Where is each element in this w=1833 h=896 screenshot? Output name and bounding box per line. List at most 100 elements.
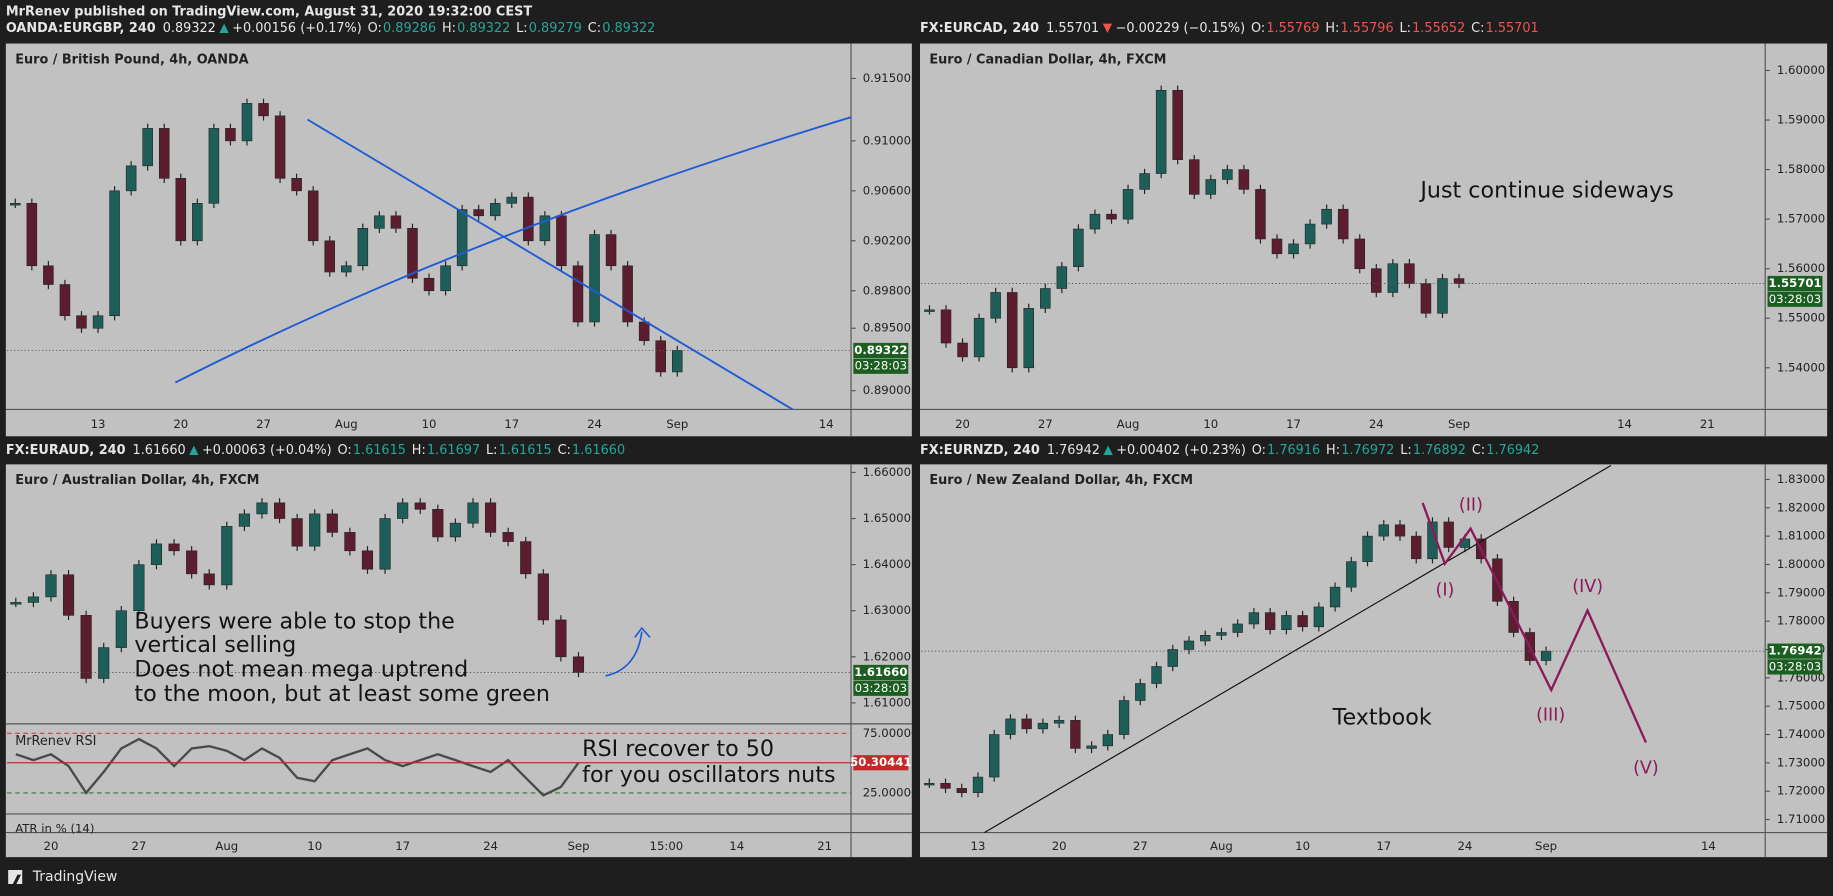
candle: [605, 234, 617, 267]
quote-text: FX:EURCAD, 240: [920, 21, 1039, 36]
candle: [924, 309, 935, 312]
countdown-box: [853, 358, 909, 374]
candle: [539, 215, 551, 242]
candle: [98, 647, 110, 679]
x-tick-label: 24: [587, 417, 602, 431]
panel-title: Euro / Australian Dollar, 4h, FXCM: [15, 473, 259, 488]
x-tick-label: 24: [1369, 417, 1384, 431]
candle: [1411, 535, 1422, 560]
quote-text: 0.89322: [163, 21, 216, 36]
candle: [1248, 612, 1260, 625]
candle: [957, 342, 968, 358]
panel: [920, 464, 1828, 858]
annotation: RSI recover to 50: [582, 736, 774, 762]
candle: [1271, 238, 1283, 255]
candle: [520, 541, 532, 575]
quote-text: 0.89322: [602, 21, 655, 36]
y-tick-label: 1.82000: [1777, 500, 1825, 514]
candle: [109, 190, 120, 317]
direction-arrow: [219, 23, 229, 34]
price-label: 1.76942: [1768, 644, 1821, 658]
candle: [1420, 283, 1432, 314]
wave-label: (IV): [1572, 577, 1603, 597]
quote-text: O:: [1251, 21, 1265, 36]
x-tick-label: 27: [1133, 839, 1148, 853]
trend-curve: [174, 116, 852, 384]
candle: [1304, 223, 1316, 245]
candle: [940, 782, 951, 789]
y-tick-label: 0.91000: [863, 133, 911, 147]
quote-text: +0.00156 (+0.17%): [232, 21, 362, 36]
quote-text: 1.61697: [427, 443, 480, 458]
x-tick-label: 10: [1295, 839, 1310, 853]
candle: [1297, 615, 1308, 628]
x-tick-label: 17: [1286, 417, 1301, 431]
candle: [291, 178, 302, 192]
candle: [1073, 228, 1084, 267]
candle: [1070, 720, 1081, 749]
y-tick-label: 1.66000: [863, 465, 911, 479]
wave-path: [1421, 502, 1648, 744]
wave-label: (V): [1633, 758, 1659, 778]
x-tick-label: Aug: [1210, 839, 1233, 853]
candle: [1188, 159, 1200, 195]
candle: [1056, 266, 1068, 289]
quote-text: FX:EURAUD, 240: [6, 443, 126, 458]
y-tick-label: 1.57000: [1777, 212, 1825, 226]
candle: [241, 103, 253, 142]
x-tick-label: 24: [1457, 839, 1472, 853]
x-tick-label: 20: [173, 417, 188, 431]
candle: [1437, 278, 1448, 314]
candle: [638, 321, 650, 342]
candle: [506, 196, 518, 204]
price-label-box: [853, 664, 909, 681]
quote-text: L:: [486, 443, 497, 458]
candle: [307, 190, 319, 242]
candle: [1167, 649, 1178, 667]
candle: [407, 228, 418, 279]
candle: [1200, 635, 1211, 642]
candle: [115, 610, 127, 648]
candle: [1023, 308, 1035, 369]
candle: [326, 513, 338, 533]
countdown-box: [1767, 659, 1823, 675]
quote-text: +0.00063 (+0.04%): [202, 443, 332, 458]
y-tick-label: 1.78000: [1777, 614, 1825, 628]
candle: [1346, 561, 1357, 588]
candle: [414, 502, 426, 510]
indicator-title: MrRenev RSI: [15, 734, 96, 749]
quote-text: H:: [1326, 443, 1340, 458]
candle: [92, 315, 104, 329]
direction-arrow: [1103, 445, 1113, 456]
candle: [397, 502, 409, 519]
x-tick-label: 13: [971, 839, 986, 853]
y-tick-label: 1.75000: [1777, 699, 1825, 713]
y-tick-label: 1.83000: [1777, 472, 1825, 486]
quote-text: 1.76892: [1413, 443, 1466, 458]
candle: [80, 615, 92, 679]
quote-text: +0.00402 (+0.23%): [1116, 443, 1246, 458]
candle: [1378, 524, 1389, 537]
price-label: 50.30441: [850, 755, 911, 769]
candle: [142, 128, 153, 167]
candle: [502, 532, 514, 542]
candle: [374, 215, 385, 229]
candle: [274, 115, 286, 179]
wave-label: (I): [1436, 581, 1455, 601]
candle: [10, 203, 21, 206]
candle: [1321, 208, 1332, 225]
quote-text: 1.76942: [1047, 443, 1100, 458]
y-tick-label: 1.56000: [1777, 261, 1825, 275]
quote-text: H:: [442, 21, 456, 36]
x-tick-label: 10: [1203, 417, 1218, 431]
x-tick-label: 27: [1038, 417, 1053, 431]
candle: [133, 564, 145, 612]
candle: [1264, 612, 1276, 630]
y-tick-label: 25.00000: [863, 785, 919, 799]
candle: [1005, 718, 1016, 735]
rsi-line: [15, 737, 580, 797]
quote-text: C:: [1472, 443, 1485, 458]
quote-text: 0.89286: [383, 21, 436, 36]
candle: [989, 734, 1000, 778]
candle: [1238, 169, 1250, 190]
